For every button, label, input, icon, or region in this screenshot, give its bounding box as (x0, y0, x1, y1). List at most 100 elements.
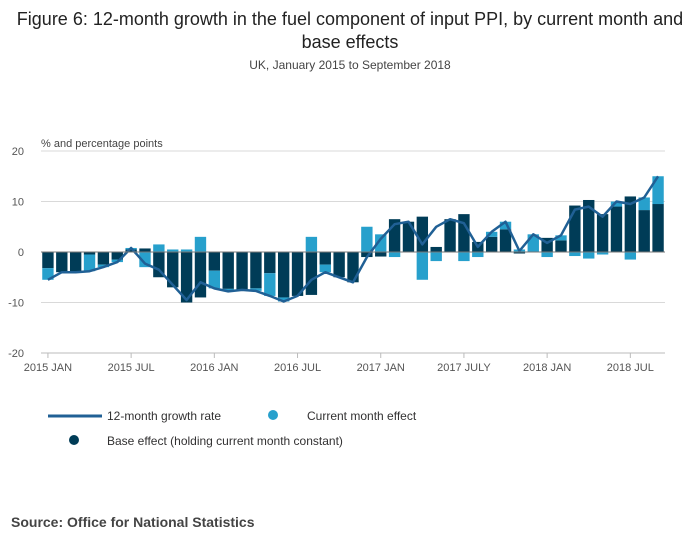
bar-base-effect (277, 252, 290, 298)
y-tick-label: 10 (12, 197, 24, 209)
bar-base-effect (305, 252, 318, 295)
bar-current-month-effect (583, 252, 595, 259)
bar-base-effect (194, 252, 207, 298)
bar-base-effect (402, 221, 415, 252)
bar-current-month-effect (472, 252, 484, 258)
bar-base-effect (69, 252, 82, 273)
bar-current-month-effect (42, 268, 54, 280)
bar-base-effect (541, 237, 553, 252)
bar-base-effect (458, 214, 470, 252)
bar-current-month-effect (194, 236, 207, 252)
bar-current-month-effect (375, 234, 387, 252)
x-tick-label: 2017 JAN (357, 362, 405, 374)
bar-base-effect (596, 214, 609, 252)
y-tick-label: -10 (8, 298, 24, 310)
bar-current-month-effect (555, 235, 567, 241)
bar-base-effect (569, 205, 581, 252)
bar-base-effect (208, 252, 221, 271)
bar-current-month-effect (388, 252, 401, 258)
bar-base-effect (652, 204, 664, 252)
y-tick-label: 20 (12, 146, 24, 158)
bar-current-month-effect (250, 288, 262, 291)
bar-base-effect (222, 252, 234, 289)
bar-base-effect (375, 252, 387, 257)
bar-current-month-effect (485, 231, 498, 237)
bar-base-effect (42, 252, 54, 269)
bar-base-effect (167, 252, 179, 288)
bar-base-effect (139, 248, 151, 252)
bar-current-month-effect (499, 221, 512, 230)
bar-base-effect (125, 249, 137, 252)
bar-base-effect (610, 206, 623, 252)
bar-base-effect (583, 199, 595, 252)
bar-base-effect (485, 236, 498, 252)
bar-base-effect (83, 252, 96, 255)
x-tick-label: 2016 JAN (190, 362, 238, 374)
bar-base-effect (180, 252, 193, 303)
bar-current-month-effect (83, 254, 96, 272)
bar-base-effect (97, 252, 110, 265)
y-axis-label: % and percentage points (41, 138, 163, 150)
legend-current-month-swatch (268, 410, 278, 420)
bar-current-month-effect (319, 264, 331, 273)
legend-growth-rate-label: 12-month growth rate (107, 409, 221, 423)
bar-current-month-effect (458, 252, 470, 262)
x-tick-label: 2018 JAN (523, 362, 571, 374)
bar-base-effect (291, 252, 304, 296)
bar-current-month-effect (638, 197, 650, 211)
bar-base-effect (444, 219, 456, 252)
bar-current-month-effect (652, 176, 664, 205)
chart-title: Figure 6: 12-month growth in the fuel co… (16, 9, 684, 52)
bar-base-effect (111, 252, 123, 260)
bar-base-effect (361, 252, 373, 258)
bar-current-month-effect (416, 252, 429, 280)
growth-line (47, 175, 660, 303)
bar-current-month-effect (167, 249, 179, 252)
bars (42, 176, 664, 303)
bar-base-effect (638, 210, 650, 252)
x-tick-label: 2015 JUL (108, 362, 155, 374)
chart-subtitle: UK, January 2015 to September 2018 (249, 58, 451, 72)
y-tick-label: -20 (8, 348, 24, 360)
bar-base-effect (430, 246, 442, 252)
bar-current-month-effect (208, 270, 221, 289)
bar-base-effect (347, 252, 359, 283)
legend-current-month-label: Current month effect (307, 409, 417, 423)
bar-base-effect (416, 216, 429, 252)
bar-base-effect (250, 252, 262, 289)
bar-current-month-effect (541, 252, 553, 258)
bar-base-effect (513, 252, 526, 254)
bar-base-effect (319, 252, 331, 265)
bar-base-effect (624, 196, 637, 252)
bar-base-effect (555, 240, 567, 252)
bar-base-effect (333, 252, 345, 278)
bar-base-effect (388, 219, 401, 252)
growth-rate-line (47, 175, 660, 303)
bar-current-month-effect (139, 252, 151, 268)
bar-current-month-effect (264, 273, 276, 296)
bar-current-month-effect (361, 226, 373, 252)
legend: 12-month growth rate Current month effec… (48, 409, 417, 448)
bar-base-effect (236, 252, 248, 290)
bar-current-month-effect (153, 244, 165, 252)
bar-current-month-effect (277, 297, 290, 302)
legend-base-effect-swatch (69, 435, 79, 445)
x-tick-label: 2016 JUL (274, 362, 321, 374)
bar-current-month-effect (569, 252, 581, 257)
bar-current-month-effect (610, 201, 623, 207)
bar-current-month-effect (527, 234, 539, 252)
y-tick-label: 0 (18, 247, 24, 259)
bar-current-month-effect (430, 252, 442, 262)
x-tick-label: 2015 JAN (24, 362, 72, 374)
bar-base-effect (56, 252, 68, 273)
bar-current-month-effect (180, 249, 193, 252)
bar-base-effect (153, 252, 165, 278)
bar-current-month-effect (305, 236, 318, 252)
bar-current-month-effect (624, 252, 637, 260)
x-tick-label: 2017 JULY (437, 362, 491, 374)
legend-base-effect-label: Base effect (holding current month const… (107, 434, 343, 448)
x-tick-label: 2018 JUL (607, 362, 654, 374)
bar-base-effect (264, 252, 276, 274)
